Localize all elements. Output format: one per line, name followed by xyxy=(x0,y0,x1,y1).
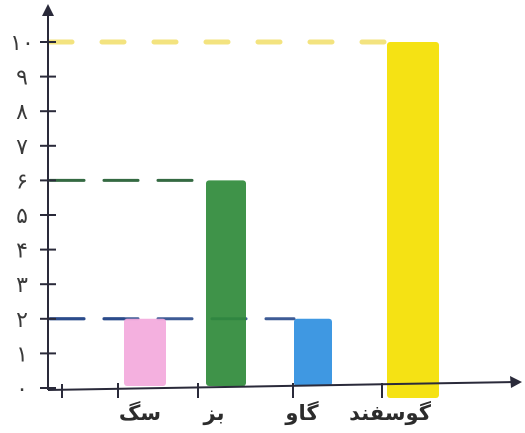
category-labels: سگ بز گاو گوسفند xyxy=(119,400,432,425)
category-label: بز xyxy=(203,401,225,425)
y-ticks: ٠ ١ ٢ ٣ ۴ ۵ ۶ ٧ ٨ ٩ ١٠ xyxy=(10,31,56,402)
bar xyxy=(206,180,246,386)
category-label: گوسفند xyxy=(349,400,432,425)
x-axis-arrow xyxy=(510,376,522,388)
y-tick-label: ٧ xyxy=(16,135,28,160)
y-tick-label: ٣ xyxy=(16,273,28,298)
y-axis-arrow xyxy=(42,4,54,16)
x-axis xyxy=(47,381,516,391)
bar xyxy=(294,318,332,386)
x-ticks xyxy=(61,383,383,398)
y-tick-label: ٢ xyxy=(16,308,28,333)
y-tick-label: ٩ xyxy=(16,66,28,91)
category-label: سگ xyxy=(119,400,161,425)
y-tick-label: ۴ xyxy=(16,239,28,264)
y-tick-label: ٨ xyxy=(16,100,28,125)
bar xyxy=(124,318,166,386)
axes xyxy=(42,4,522,391)
guide-lines xyxy=(47,39,390,321)
y-tick-label: ۶ xyxy=(16,169,28,194)
y-tick-label: ۵ xyxy=(16,204,28,229)
y-tick-label: ٠ xyxy=(16,377,28,402)
bars xyxy=(124,42,439,398)
bar xyxy=(387,42,439,398)
y-tick-label: ١ xyxy=(16,342,28,367)
y-tick-label: ١٠ xyxy=(10,31,34,56)
category-label: گاو xyxy=(284,400,319,425)
